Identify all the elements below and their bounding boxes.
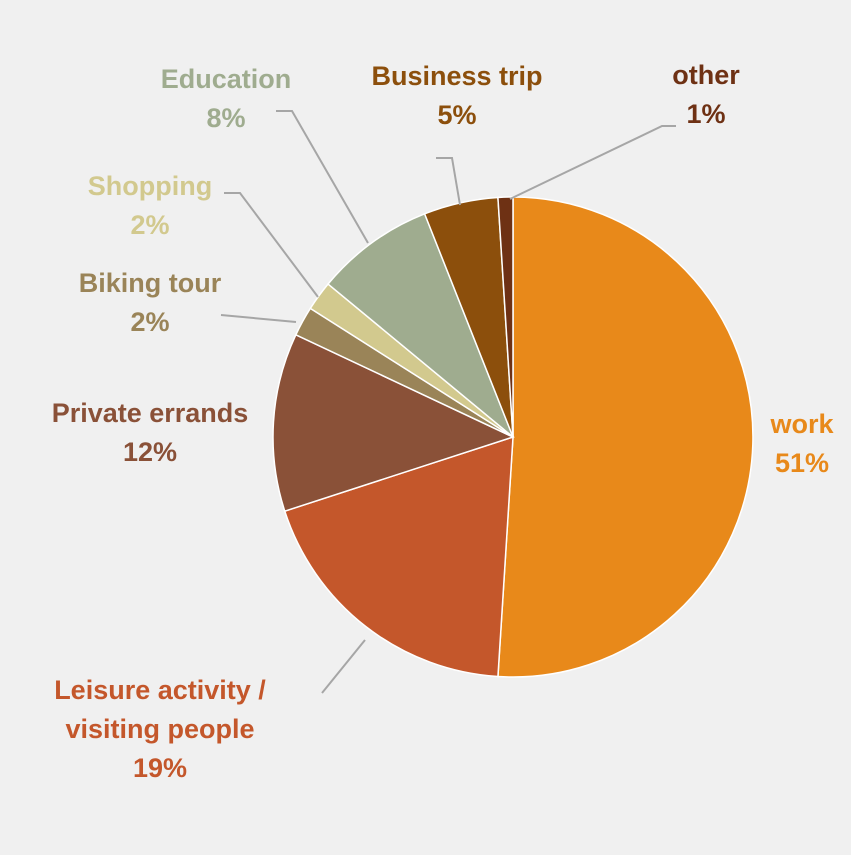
slice-label-shopping: Shopping 2%: [88, 171, 212, 240]
slice-category-label: Private errands: [52, 398, 249, 428]
slice-category-label: other: [672, 60, 740, 90]
slice-category-label: Leisure activity /: [54, 675, 266, 705]
slice-category-label: Business trip: [371, 61, 542, 91]
slice-percent-label: 1%: [686, 99, 725, 129]
slice-percent-label: 51%: [775, 448, 829, 478]
slice-label-biking-tour: Biking tour 2%: [79, 268, 222, 337]
slice-percent-label: 12%: [123, 437, 177, 467]
slice-label-other: other 1%: [672, 60, 740, 129]
pie-slice-private-errands: [272, 333, 516, 513]
pie-slice-leisure-activity-visiting-people: [283, 435, 514, 678]
slice-category-label: visiting people: [65, 714, 254, 744]
slice-labels-layer: work 51% Leisure activity / visiting people…: [52, 60, 835, 783]
slice-category-label: Shopping: [88, 171, 212, 201]
slice-percent-label: 2%: [130, 210, 169, 240]
leader-lines-layer: [220, 110, 676, 694]
leader-line-leisure-activity-visiting-people: [321, 639, 366, 694]
slice-percent-label: 8%: [206, 103, 245, 133]
slice-percent-label: 19%: [133, 753, 187, 783]
pie-slice-education: [327, 212, 514, 438]
slice-percent-label: 5%: [437, 100, 476, 130]
leader-line-other: [509, 125, 676, 200]
leader-line-biking-tour: [220, 314, 297, 323]
leader-line-business-trip: [436, 157, 461, 206]
leader-line-shopping: [224, 192, 319, 298]
slice-label-education: Education 8%: [161, 64, 292, 133]
slice-label-business-trip: Business trip 5%: [371, 61, 542, 130]
slice-category-label: Education: [161, 64, 292, 94]
slice-label-work: work 51%: [769, 409, 834, 478]
slice-label-leisure-activity-visiting-people: Leisure activity / visiting people 19%: [54, 675, 266, 783]
slice-category-label: work: [769, 409, 834, 439]
slice-label-private-errands: Private errands 12%: [52, 398, 249, 467]
slice-category-label: Biking tour: [79, 268, 222, 298]
slices-layer: [272, 196, 754, 678]
pie-slice-work: [497, 196, 754, 678]
slice-percent-label: 2%: [130, 307, 169, 337]
leader-line-education: [276, 110, 369, 244]
